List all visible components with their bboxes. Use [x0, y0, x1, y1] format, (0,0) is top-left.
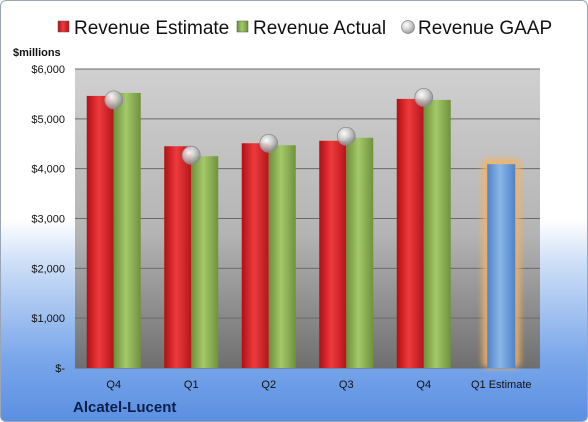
y-tick-label: $5,000	[31, 114, 65, 126]
gridlines	[75, 68, 540, 369]
y-tick-label: $2,000	[31, 263, 65, 275]
x-category-label: Q4	[106, 379, 121, 391]
x-category-labels: Q4 Q1 Q2 Q3 Q4 Q1 Estimate	[106, 379, 531, 391]
y-tick-label: $-	[55, 363, 65, 375]
y-tick-label: $3,000	[31, 214, 65, 226]
bar-revenue-actual	[191, 156, 219, 368]
legend-label: Revenue GAAP	[418, 18, 552, 39]
bar-revenue-actual	[346, 137, 374, 368]
gaap-marker	[259, 133, 279, 153]
y-tick-label: $1,000	[31, 313, 65, 325]
bar-revenue-actual	[113, 92, 141, 369]
bar-revenue-actual	[268, 145, 296, 368]
gaap-markers	[104, 88, 434, 165]
bar-revenue-estimate	[241, 143, 269, 368]
bar-revenue-estimate	[319, 140, 347, 368]
bar-revenue-estimate	[396, 98, 424, 369]
y-tick-label: $6,000	[31, 64, 65, 76]
gaap-marker	[414, 88, 434, 107]
gaap-marker	[181, 145, 201, 165]
x-category-label: Q1 Estimate	[471, 379, 532, 391]
bar-revenue-estimate	[86, 95, 114, 368]
company-name: Alcatel-Lucent	[73, 399, 176, 416]
legend-label: Revenue Estimate	[74, 18, 229, 39]
bars	[86, 92, 521, 369]
bar-revenue-actual	[423, 99, 451, 368]
x-category-label: Q1	[184, 379, 199, 391]
x-category-label: Q3	[339, 379, 354, 391]
x-category-label: Q2	[261, 379, 276, 391]
legend-swatch	[401, 20, 415, 34]
gaap-marker	[104, 90, 124, 110]
x-category-label: Q4	[416, 379, 431, 391]
bar-revenue-estimate	[164, 146, 192, 368]
gaap-marker	[336, 126, 356, 146]
legend: Revenue Estimate Revenue Actual Revenue GA…	[57, 18, 552, 39]
y-tick-labels: $- $1,000 $2,000 $3,000 $4,000 $5,000 $6,000	[31, 64, 65, 375]
legend-label: Revenue Actual	[253, 18, 386, 39]
legend-swatch	[236, 20, 249, 33]
bar-q1-estimate	[487, 164, 516, 368]
y-tick-label: $4,000	[31, 164, 65, 176]
unit-label: $millions	[13, 47, 61, 59]
legend-swatch	[57, 20, 70, 33]
